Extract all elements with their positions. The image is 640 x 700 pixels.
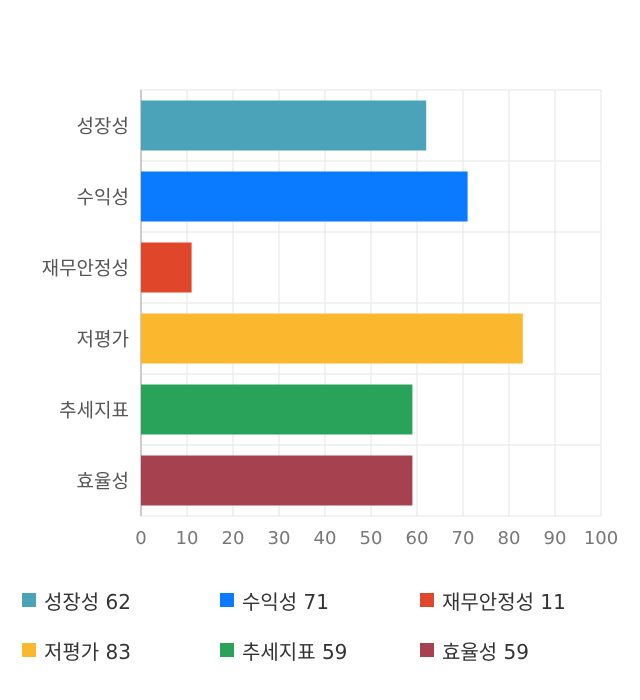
x-tick-label: 30 bbox=[268, 528, 291, 549]
x-tick-label: 100 bbox=[584, 528, 618, 549]
legend-swatch bbox=[420, 643, 434, 657]
x-tick-label: 40 bbox=[314, 528, 337, 549]
category-label: 재무안정성 bbox=[42, 258, 129, 280]
x-tick-label: 20 bbox=[222, 528, 245, 549]
category-label: 수익성 bbox=[77, 187, 129, 209]
legend-swatch bbox=[420, 593, 434, 607]
legend-label: 성장성 62 bbox=[44, 589, 132, 614]
legend-item: 저평가 83 bbox=[22, 636, 131, 664]
legend-swatch bbox=[22, 643, 36, 657]
bar bbox=[141, 242, 192, 293]
bar bbox=[141, 384, 413, 435]
x-tick-label: 80 bbox=[498, 528, 521, 549]
x-tick-label: 0 bbox=[135, 528, 146, 549]
bar bbox=[141, 100, 427, 151]
category-label: 효율성 bbox=[77, 471, 129, 493]
legend-label: 추세지표 59 bbox=[242, 639, 348, 664]
legend-label: 저평가 83 bbox=[44, 639, 132, 664]
legend-item: 성장성 62 bbox=[22, 586, 131, 614]
legend-item: 효율성 59 bbox=[420, 636, 529, 664]
category-label: 추세지표 bbox=[59, 400, 129, 422]
x-tick-label: 60 bbox=[406, 528, 429, 549]
legend-item: 재무안정성 11 bbox=[420, 586, 566, 614]
category-label: 저평가 bbox=[77, 329, 129, 351]
legend-label: 효율성 59 bbox=[442, 639, 530, 664]
chart-legend: 성장성 62 수익성 71 재무안정성 11 저평가 83 추세지표 59 효율… bbox=[0, 578, 640, 688]
legend-item: 수익성 71 bbox=[220, 586, 329, 614]
legend-swatch bbox=[22, 593, 36, 607]
x-tick-label: 70 bbox=[452, 528, 475, 549]
bar bbox=[141, 171, 468, 222]
bar bbox=[141, 455, 413, 506]
category-label: 성장성 bbox=[77, 116, 129, 138]
bar-chart: 0 10 20 30 40 50 60 70 80 90 100 성장성수익성재무안정성저평가추세지표… bbox=[42, 89, 618, 549]
legend-label: 수익성 71 bbox=[242, 589, 330, 614]
legend-item: 추세지표 59 bbox=[220, 636, 347, 664]
bar bbox=[141, 313, 523, 364]
x-tick-label: 90 bbox=[544, 528, 567, 549]
x-tick-label: 10 bbox=[176, 528, 199, 549]
legend-label: 재무안정성 11 bbox=[442, 589, 566, 614]
legend-swatch bbox=[220, 593, 234, 607]
legend-swatch bbox=[220, 643, 234, 657]
x-tick-label: 50 bbox=[360, 528, 383, 549]
